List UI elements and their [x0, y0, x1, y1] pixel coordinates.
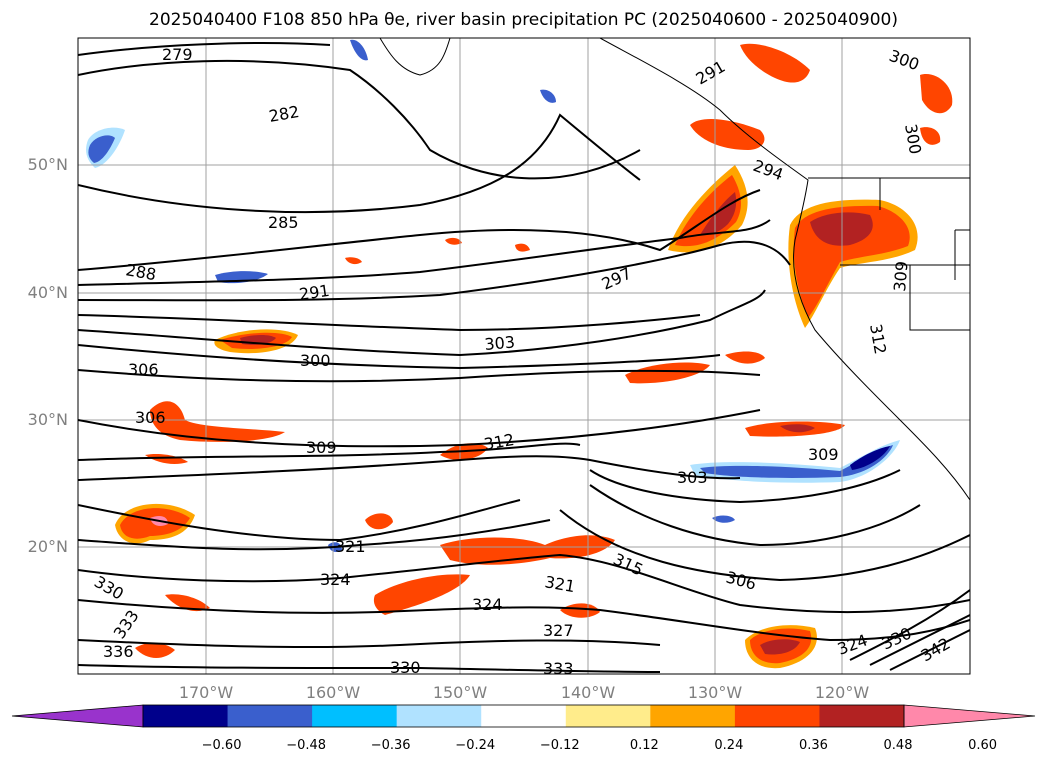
colorbar-tick-label: 0.60: [968, 738, 998, 753]
lat-label: 20°N: [27, 537, 68, 556]
colorbar-extend-low: [11, 704, 144, 728]
colorbar-bin: [227, 705, 313, 727]
lon-label: 120°W: [814, 683, 870, 702]
map-border: [77, 37, 971, 675]
map-title: 2025040400 F108 850 hPa θe, river basin …: [149, 10, 898, 30]
colorbar-border: [142, 704, 905, 728]
lat-label: 50°N: [27, 155, 68, 174]
colorbar-bin: [819, 705, 905, 727]
colorbar-bin: [396, 705, 482, 727]
colorbar: [11, 704, 1036, 728]
colorbar-tick-label: −0.60: [201, 738, 242, 753]
theta-e-contours: [78, 42, 970, 673]
contour-label: 321: [335, 537, 366, 556]
lat-label: 40°N: [27, 283, 68, 302]
lon-label: 160°W: [305, 683, 361, 702]
contour-label: 309: [306, 438, 337, 457]
contour-label: 303: [677, 468, 708, 487]
colorbar-bin: [143, 705, 229, 727]
colorbar-tick-label: 0.36: [798, 738, 828, 753]
contour-label: 306: [135, 408, 166, 427]
colorbar-tick-label: 0.24: [714, 738, 744, 753]
colorbar-tick-label: 0.12: [629, 738, 659, 753]
contour-label: 330: [390, 658, 421, 677]
contour-labels: 279 282 285 288 291 297 300 303 306 306 …: [91, 45, 953, 678]
coastlines: [379, 38, 970, 501]
contour-label: 336: [103, 642, 134, 661]
colorbar-bin: [312, 705, 398, 727]
contour-label: 309: [808, 445, 839, 464]
lon-label: 130°W: [687, 683, 743, 702]
colorbar-bin: [481, 705, 567, 727]
contour-label: 333: [543, 659, 574, 678]
colorbar-extend-high: [903, 704, 1036, 728]
colorbar-tick-label: −0.48: [286, 738, 327, 753]
contour-label: 306: [128, 360, 159, 379]
contour-label: 300: [300, 351, 331, 370]
contour-label: 324: [472, 595, 503, 614]
contour-label: 303: [484, 332, 516, 354]
colorbar-tick-label: −0.12: [539, 738, 580, 753]
colorbar-tick-label: −0.36: [370, 738, 411, 753]
lon-label: 140°W: [560, 683, 616, 702]
contour-label: 324: [320, 570, 351, 589]
contour-label: 285: [268, 213, 299, 232]
colorbar-bin: [565, 705, 651, 727]
colorbar-bin: [734, 705, 820, 727]
contour-label: 309: [890, 260, 912, 292]
lon-label: 150°W: [432, 683, 488, 702]
lon-label: 170°W: [178, 683, 234, 702]
contour-label: 279: [162, 45, 193, 64]
contour-label: 327: [543, 621, 574, 640]
colorbar-bin: [650, 705, 736, 727]
precip-negative-areas: [86, 39, 900, 553]
lat-label: 30°N: [27, 410, 68, 429]
contour-label: 291: [298, 281, 331, 304]
colorbar-tick-label: 0.48: [883, 738, 913, 753]
colorbar-tick-label: −0.24: [455, 738, 496, 753]
